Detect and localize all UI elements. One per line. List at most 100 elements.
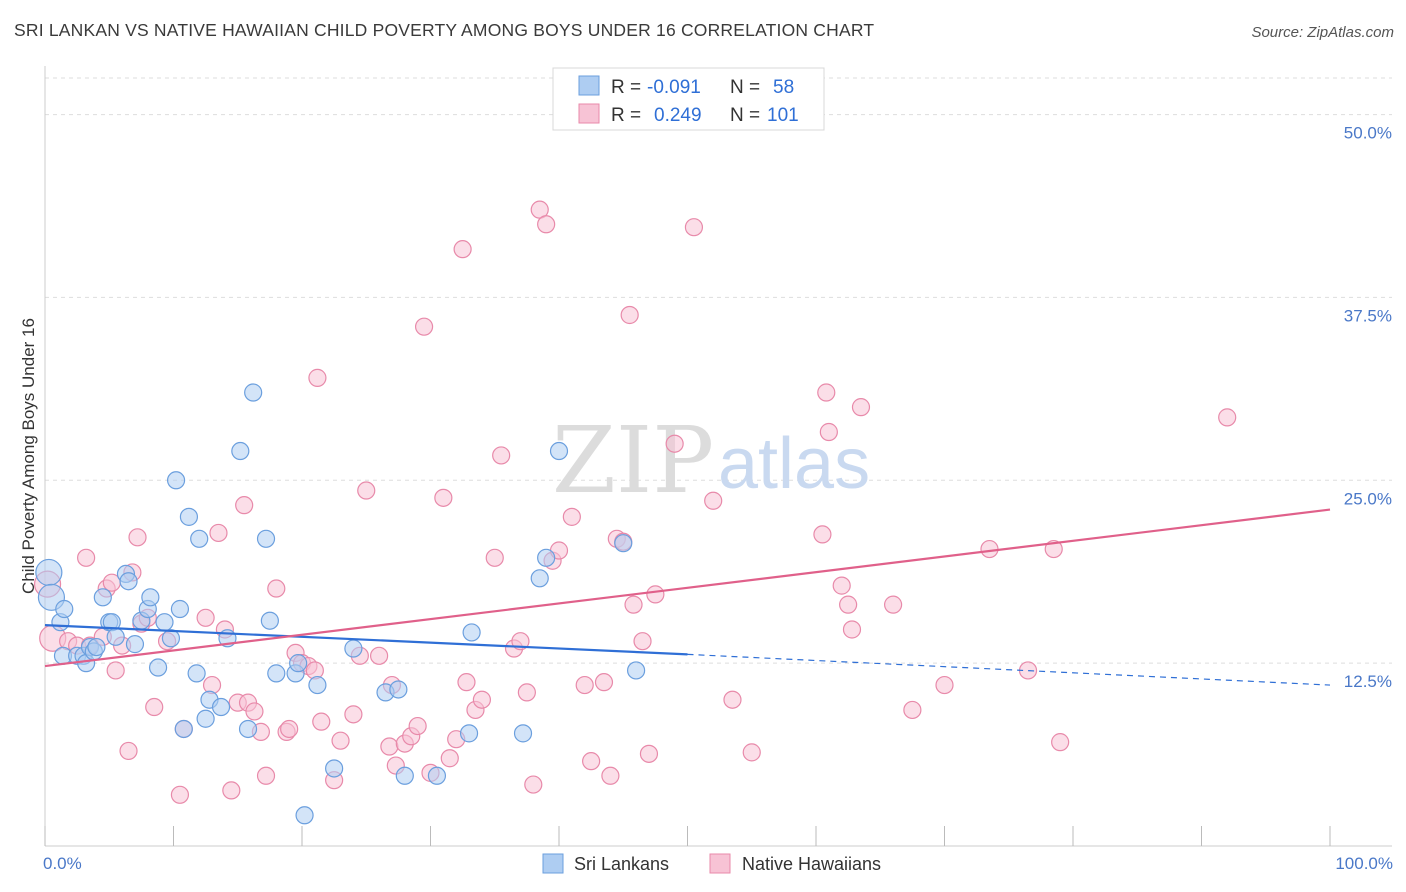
point-native-hawaiian [357, 481, 376, 500]
point-native-hawaiian [601, 766, 620, 785]
grid-layer [45, 77, 1392, 664]
legend-r-value-haw: 0.249 [654, 105, 702, 126]
point-native-hawaiian [819, 422, 838, 442]
point-sri-lankan [119, 572, 138, 591]
point-sri-lankan [35, 558, 63, 587]
y-axis-title: Child Poverty Among Boys Under 16 [19, 318, 38, 594]
point-sri-lankan [187, 664, 206, 683]
y-tick-label: 25.0% [1344, 489, 1392, 508]
point-native-hawaiian [209, 523, 228, 543]
point-native-hawaiian [267, 579, 286, 598]
point-native-hawaiian [245, 702, 264, 721]
point-sri-lankan [395, 766, 414, 785]
point-sri-lankan [141, 588, 160, 607]
point-native-hawaiian [851, 398, 871, 417]
point-native-hawaiian [624, 595, 643, 614]
legend-swatch-haw [578, 103, 600, 124]
point-sri-lankan [530, 569, 549, 588]
point-native-hawaiian [344, 705, 363, 724]
point-native-hawaiian [222, 781, 241, 800]
watermark: ZIP atlas [552, 407, 870, 514]
legend-r-label-haw: R = [611, 105, 641, 126]
bottom-legend-label-haw: Native Hawaiians [742, 854, 881, 874]
point-sri-lankan [238, 719, 258, 739]
point-native-hawaiian [77, 548, 96, 567]
point-native-hawaiian [312, 712, 331, 731]
point-sri-lankan [267, 664, 286, 683]
point-native-hawaiian [308, 368, 327, 387]
trend-layer [44, 508, 1331, 686]
legend-n-label-sri: N = [730, 77, 760, 98]
point-sri-lankan [462, 623, 481, 642]
point-native-hawaiian [633, 632, 652, 651]
bottom-legend-label-sri: Sri Lankans [574, 854, 669, 874]
legend-n-value-haw: 101 [767, 105, 799, 126]
point-sri-lankan [513, 724, 533, 743]
point-sri-lankan [231, 441, 250, 461]
y-tick-label: 37.5% [1344, 306, 1392, 325]
point-native-hawaiian [331, 731, 350, 750]
point-native-hawaiian [639, 744, 659, 763]
bottom-legend-swatch-sri [542, 853, 564, 874]
watermark-zip: ZIP [552, 407, 714, 514]
point-sri-lankan [125, 635, 145, 654]
bottom-legend: Sri Lankans Native Hawaiians [542, 853, 881, 874]
point-native-hawaiian [440, 749, 459, 768]
point-sri-lankan [87, 637, 106, 657]
point-native-hawaiian [817, 383, 836, 402]
point-native-hawaiian [537, 215, 556, 234]
point-sri-lankan [190, 529, 209, 548]
point-native-hawaiian [1051, 733, 1070, 752]
watermark-atlas: atlas [718, 424, 870, 504]
point-native-hawaiian [457, 673, 476, 692]
y-tick-label: 50.0% [1344, 124, 1392, 143]
point-native-hawaiian [485, 548, 504, 567]
point-native-hawaiian [903, 700, 922, 720]
trendline-sri-lankan [44, 624, 688, 656]
x-tick-label: 0.0% [43, 854, 82, 873]
point-native-hawaiian [472, 690, 491, 709]
point-sri-lankan [93, 588, 112, 607]
point-native-hawaiian [883, 595, 903, 614]
point-native-hawaiian [704, 491, 723, 510]
point-native-hawaiian [1218, 408, 1237, 427]
point-sri-lankan [148, 658, 168, 677]
point-sri-lankan [170, 599, 190, 619]
point-sri-lankan [389, 680, 408, 699]
point-native-hawaiian [170, 785, 190, 804]
point-sri-lankan [308, 675, 327, 695]
point-native-hawaiian [196, 608, 215, 627]
chart-title: SRI LANKAN VS NATIVE HAWAIIAN CHILD POVE… [14, 20, 875, 40]
point-native-hawaiian [256, 766, 276, 785]
point-native-hawaiian [517, 683, 536, 702]
point-native-hawaiian [575, 675, 594, 695]
top-legend: R = -0.091 N = 58 R = 0.249 N = 101 [552, 67, 825, 131]
point-native-hawaiian [280, 719, 299, 739]
ticks-layer: 12.5% 25.0% 37.5% 50.0% 0.0% 100.0% [43, 124, 1393, 873]
point-native-hawaiian [106, 661, 125, 680]
point-native-hawaiian [562, 507, 581, 526]
point-native-hawaiian [832, 576, 851, 595]
point-native-hawaiian [414, 317, 434, 336]
point-sri-lankan [174, 719, 193, 739]
bottom-legend-swatch-haw [709, 853, 731, 874]
point-sri-lankan [427, 766, 447, 785]
legend-swatch-sri [578, 75, 600, 96]
points-layer [33, 200, 1237, 825]
point-native-hawaiian [620, 305, 639, 325]
point-native-hawaiian [839, 595, 858, 614]
point-sri-lankan [626, 661, 646, 680]
point-native-hawaiian [582, 752, 601, 771]
point-native-hawaiian [380, 737, 399, 756]
point-native-hawaiian [665, 434, 684, 453]
point-native-hawaiian [408, 716, 427, 736]
point-sri-lankan [179, 507, 199, 526]
point-sri-lankan [161, 629, 181, 648]
point-sri-lankan [211, 697, 231, 717]
point-native-hawaiian [684, 218, 704, 237]
point-sri-lankan [614, 534, 633, 553]
legend-n-value-sri: 58 [773, 77, 794, 98]
point-native-hawaiian [723, 690, 742, 709]
y-tick-label: 12.5% [1344, 672, 1392, 691]
legend-n-label-haw: N = [730, 105, 760, 126]
